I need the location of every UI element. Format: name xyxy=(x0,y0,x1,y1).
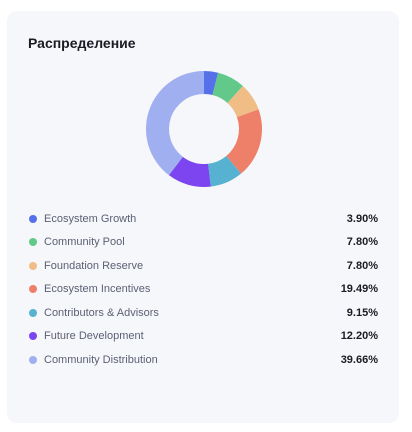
legend-label: Community Pool xyxy=(44,236,125,249)
donut-slice-4[interactable] xyxy=(208,155,241,187)
legend-color-dot xyxy=(29,285,37,294)
donut-chart xyxy=(144,69,264,189)
legend-item: Contributors & Advisors 9.15% xyxy=(7,301,399,325)
legend-color-dot xyxy=(29,355,37,364)
legend-label: Future Development xyxy=(44,330,144,343)
legend-value: 12.20% xyxy=(340,330,378,343)
donut-slice-5[interactable] xyxy=(168,156,211,187)
legend-item: Future Development 12.20% xyxy=(7,325,399,349)
card-title: Распределение xyxy=(28,35,136,51)
legend-value: 19.49% xyxy=(340,283,378,296)
legend-item: Ecosystem Incentives 19.49% xyxy=(7,278,399,302)
donut-slice-6[interactable] xyxy=(145,71,204,176)
legend-value: 39.66% xyxy=(340,353,378,366)
legend-label: Foundation Reserve xyxy=(44,259,144,272)
chart-legend: Ecosystem Growth 3.90% Community Pool 7.80%… xyxy=(7,207,399,372)
legend-item: Community Pool 7.80% xyxy=(7,231,399,255)
legend-color-dot xyxy=(29,214,37,223)
donut-slice-1[interactable] xyxy=(212,72,243,104)
donut-slice-3[interactable] xyxy=(226,109,262,174)
legend-label: Ecosystem Incentives xyxy=(44,283,151,296)
legend-label: Contributors & Advisors xyxy=(44,306,159,319)
legend-label: Ecosystem Growth xyxy=(44,212,137,225)
donut-slice-2[interactable] xyxy=(227,85,259,118)
donut-svg xyxy=(145,71,262,187)
legend-color-dot xyxy=(29,238,37,247)
legend-color-dot xyxy=(29,261,37,270)
legend-value: 7.80% xyxy=(346,259,378,272)
distribution-card: Распределение Ecosystem Growth 3.90% Commu… xyxy=(7,11,399,423)
legend-item: Community Distribution 39.66% xyxy=(7,348,399,372)
legend-value: 7.80% xyxy=(346,236,378,249)
legend-color-dot xyxy=(29,332,37,341)
legend-value: 9.15% xyxy=(346,306,378,319)
legend-color-dot xyxy=(29,308,37,317)
legend-value: 3.90% xyxy=(346,212,378,225)
donut-slice-0[interactable] xyxy=(204,71,219,96)
legend-label: Community Distribution xyxy=(44,353,158,366)
legend-item: Ecosystem Growth 3.90% xyxy=(7,207,399,231)
legend-item: Foundation Reserve 7.80% xyxy=(7,254,399,278)
